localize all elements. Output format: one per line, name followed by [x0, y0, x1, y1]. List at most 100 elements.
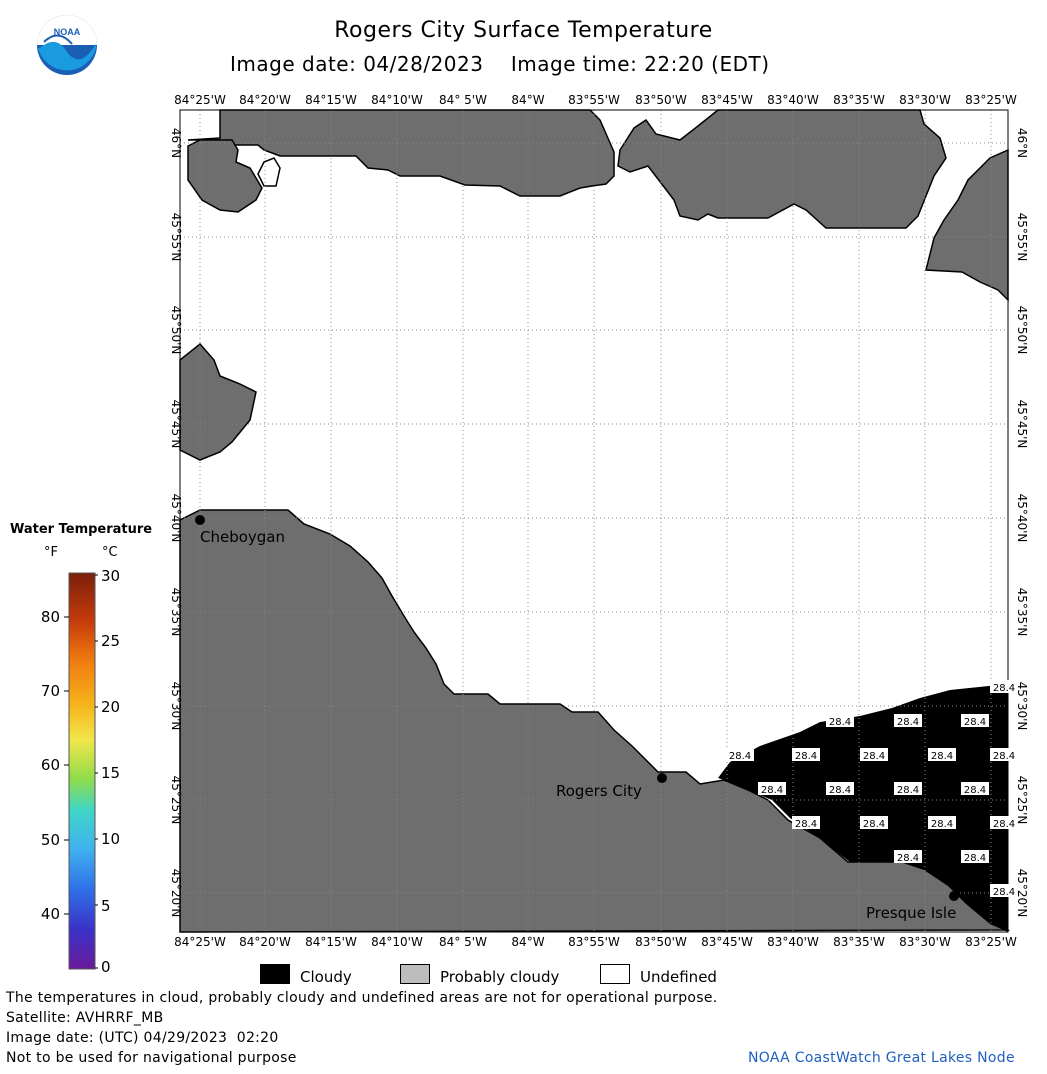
- temp-label-text: 28.4: [931, 751, 953, 762]
- logo-text: NOAA: [54, 27, 81, 37]
- temp-label-box: [826, 714, 854, 727]
- lon-label-top: 83°45'W: [701, 93, 753, 107]
- f-tick-80: 80: [40, 608, 60, 626]
- lat-label-left: 45°25'N: [169, 776, 183, 825]
- temp-label-text: 28.4: [993, 819, 1015, 830]
- key-label-cloudy: Cloudy: [300, 968, 352, 986]
- temp-label-box: [792, 748, 820, 761]
- lat-label-left: 45°20'N: [169, 869, 183, 918]
- bois-blanc-island: [187, 139, 263, 213]
- legend-unit-c: °C: [102, 545, 118, 560]
- temp-label-text: 28.4: [863, 819, 885, 830]
- temp-label-box: [990, 680, 1018, 693]
- temp-label-text: 28.4: [931, 819, 953, 830]
- c-tick-10: 10: [101, 830, 121, 848]
- c-tick-0: 0: [101, 958, 111, 976]
- lon-label-bottom: 83°55'W: [568, 935, 620, 949]
- land-layer: [179, 109, 1011, 933]
- lat-label-left: 45°55'N: [169, 213, 183, 262]
- legend-title: Water Temperature: [10, 522, 153, 537]
- north-shore-land-west: [187, 109, 615, 197]
- footer-disclaimer: The temperatures in cloud, probably clou…: [6, 990, 718, 1006]
- key-swatch-probably-cloudy: [400, 964, 430, 984]
- lat-label-right: 45°30'N: [1015, 682, 1029, 731]
- lon-label-bottom: 83°25'W: [965, 935, 1017, 949]
- north-shore-inlet: [257, 157, 281, 187]
- temp-label-text: 28.4: [829, 785, 851, 796]
- lon-label-bottom: 83°40'W: [767, 935, 819, 949]
- temp-label-text: 28.4: [897, 785, 919, 796]
- lat-label-left: 45°40'N: [169, 494, 183, 543]
- temp-label-box: [860, 748, 888, 761]
- city-label-cheboygan: Cheboygan: [200, 528, 285, 546]
- presque-isle-marker: [949, 891, 959, 901]
- temp-label-box: [990, 816, 1018, 829]
- lat-label-right: 45°20'N: [1015, 869, 1029, 918]
- temp-label-box: [726, 748, 754, 761]
- temp-label-text: 28.4: [761, 785, 783, 796]
- lon-label-bottom: 84°W: [511, 935, 544, 949]
- lat-label-left: 45°30'N: [169, 682, 183, 731]
- key-label-undefined: Undefined: [640, 968, 717, 986]
- longitude-labels-bottom: 84°25'W 84°20'W 84°15'W 84°10'W 84° 5'W 84°W 8…: [174, 935, 1017, 949]
- lat-label-left: 46°N: [169, 128, 183, 158]
- lon-label-top: 84°25'W: [174, 93, 226, 107]
- temp-label-box: [860, 816, 888, 829]
- c-tick-15: 15: [101, 764, 121, 782]
- temp-label-box: [990, 748, 1018, 761]
- key-swatch-cloudy: [260, 964, 290, 984]
- temp-label-box: [928, 816, 956, 829]
- city-label-rogers-city: Rogers City: [556, 782, 642, 800]
- temp-label-text: 28.4: [964, 785, 986, 796]
- lon-label-top: 84°20'W: [239, 93, 291, 107]
- footer-utc-date: Image date: (UTC) 04/29/2023 02:20: [6, 1030, 279, 1046]
- lon-label-bottom: 84°15'W: [305, 935, 357, 949]
- lon-label-top: 84°15'W: [305, 93, 357, 107]
- map-frame: [179, 109, 1009, 933]
- temp-label-box: [894, 850, 922, 863]
- c-tick-20: 20: [101, 698, 121, 716]
- lon-label-top: 83°25'W: [965, 93, 1017, 107]
- temp-label-text: 28.4: [795, 819, 817, 830]
- temp-label-box: [928, 748, 956, 761]
- lon-label-top: 84°10'W: [371, 93, 423, 107]
- f-tick-60: 60: [40, 756, 60, 774]
- temp-label-box: [961, 850, 989, 863]
- lon-label-top: 83°30'W: [899, 93, 951, 107]
- temp-label-text: 28.4: [863, 751, 885, 762]
- graticule: [180, 110, 1008, 932]
- lon-label-bottom: 84°20'W: [239, 935, 291, 949]
- lon-label-bottom: 84° 5'W: [439, 935, 487, 949]
- lon-label-bottom: 83°35'W: [833, 935, 885, 949]
- map-subtitle: Image date: 04/28/2023 Image time: 22:20…: [230, 52, 770, 76]
- temp-label-text: 28.4: [993, 751, 1015, 762]
- temp-label-box: [894, 782, 922, 795]
- temp-label-box: [894, 714, 922, 727]
- rogers-city-marker: [657, 773, 667, 783]
- cloud-temperature-labels: 28.4 28.4 28.4 28.4 28.4 28.4 28.4 28.4 28.4 28.4…: [726, 680, 1018, 898]
- lat-label-right: 45°40'N: [1015, 494, 1029, 543]
- footer-credit: NOAA CoastWatch Great Lakes Node: [748, 1050, 1015, 1066]
- temp-label-box: [961, 782, 989, 795]
- temp-label-text: 28.4: [829, 717, 851, 728]
- c-tick-25: 25: [101, 632, 121, 650]
- lat-label-right: 45°50'N: [1015, 306, 1029, 355]
- noaa-logo: NOAA: [36, 14, 98, 76]
- latitude-labels-left: 46°N 45°55'N 45°50'N 45°45'N 45°40'N 45°35'N 4…: [169, 128, 183, 918]
- temp-label-text: 28.4: [964, 717, 986, 728]
- footer-nav-warning: Not to be used for navigational purpose: [6, 1050, 297, 1066]
- temperature-colorbar: [64, 572, 98, 970]
- temp-label-text: 28.4: [964, 853, 986, 864]
- temp-label-box: [990, 884, 1018, 897]
- temp-label-text: 28.4: [993, 683, 1015, 694]
- temp-label-text: 28.4: [795, 751, 817, 762]
- northeast-island-land: [925, 148, 1009, 302]
- temp-label-box: [961, 714, 989, 727]
- lat-label-right: 45°45'N: [1015, 400, 1029, 449]
- lon-label-top: 83°50'W: [635, 93, 687, 107]
- lat-label-left: 45°50'N: [169, 306, 183, 355]
- lon-label-top: 84° 5'W: [439, 93, 487, 107]
- lat-label-right: 46°N: [1015, 128, 1029, 158]
- footer-satellite: Satellite: AVHRRF_MB: [6, 1010, 164, 1026]
